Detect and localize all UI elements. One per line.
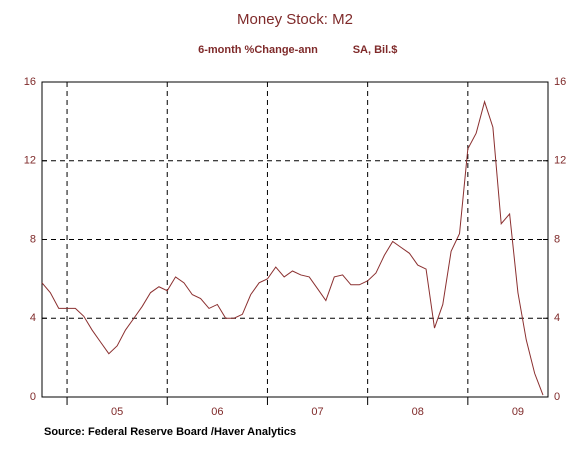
y-tick-label: 0: [30, 391, 36, 403]
y-tick-label: 4: [30, 312, 36, 324]
y-tick-label: 8: [30, 233, 36, 245]
x-tick-label: 07: [311, 406, 323, 418]
x-tick-label: 06: [211, 406, 223, 418]
chart-title: Money Stock: M2: [237, 11, 353, 28]
chart-subtitle: SA, Bil.$: [353, 44, 398, 56]
y-tick-label: 16: [24, 76, 36, 88]
source-note: Source: Federal Reserve Board /Haver Ana…: [44, 426, 296, 438]
y2-tick-label: 8: [554, 233, 560, 245]
y2-tick-label: 12: [554, 155, 566, 167]
chart-subtitle: 6-month %Change-ann: [198, 44, 318, 56]
x-tick-label: 05: [111, 406, 123, 418]
y-tick-label: 12: [24, 155, 36, 167]
y2-tick-label: 16: [554, 76, 566, 88]
x-tick-label: 08: [412, 406, 424, 418]
data-line: [41, 99, 544, 396]
y2-tick-label: 4: [554, 312, 560, 324]
y2-tick-label: 0: [554, 391, 560, 403]
x-tick-label: 09: [512, 406, 524, 418]
